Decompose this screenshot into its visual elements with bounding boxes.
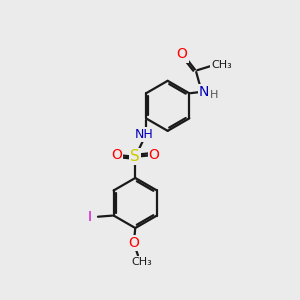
Text: O: O bbox=[149, 148, 160, 162]
Text: O: O bbox=[128, 236, 139, 250]
Text: CH₃: CH₃ bbox=[132, 256, 152, 267]
Text: N: N bbox=[199, 85, 209, 99]
Text: CH₃: CH₃ bbox=[211, 60, 232, 70]
Text: NH: NH bbox=[134, 128, 153, 141]
Text: O: O bbox=[176, 47, 188, 61]
Text: I: I bbox=[87, 210, 91, 224]
Text: S: S bbox=[130, 149, 140, 164]
Text: H: H bbox=[210, 90, 218, 100]
Text: O: O bbox=[111, 148, 122, 162]
